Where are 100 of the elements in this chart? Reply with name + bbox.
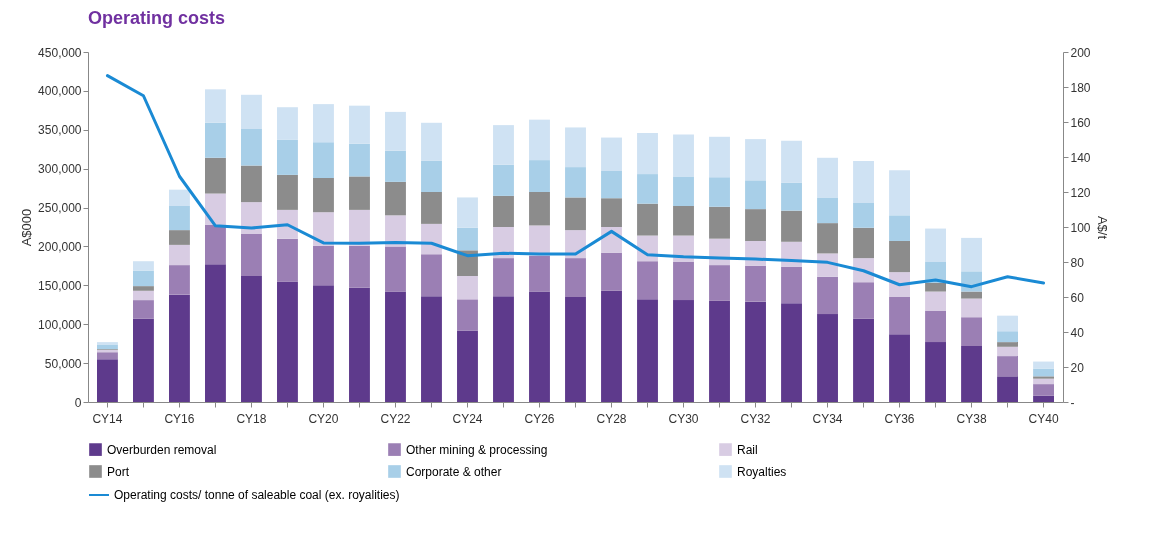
bar bbox=[565, 258, 586, 297]
bar bbox=[385, 150, 406, 182]
bar bbox=[529, 225, 550, 256]
bar bbox=[205, 122, 226, 158]
bar bbox=[889, 170, 910, 216]
bar bbox=[97, 359, 118, 402]
bar bbox=[709, 300, 730, 402]
bar bbox=[133, 270, 154, 287]
bar bbox=[745, 139, 766, 181]
bar bbox=[637, 174, 658, 204]
bar bbox=[853, 202, 874, 228]
bar bbox=[493, 125, 514, 165]
bar bbox=[853, 318, 874, 402]
bar bbox=[457, 330, 478, 402]
bar bbox=[709, 177, 730, 207]
bar bbox=[349, 105, 370, 144]
bar bbox=[853, 282, 874, 319]
bar bbox=[673, 262, 694, 301]
bar bbox=[169, 206, 190, 231]
x-tick-label: CY18 bbox=[236, 411, 267, 426]
bar bbox=[1033, 395, 1054, 402]
bar bbox=[1033, 378, 1054, 385]
x-tick-label: CY20 bbox=[308, 411, 339, 426]
bar bbox=[601, 137, 622, 171]
bar bbox=[781, 182, 802, 211]
bar bbox=[205, 157, 226, 194]
bar bbox=[817, 314, 838, 402]
bar bbox=[997, 346, 1018, 357]
bar bbox=[961, 298, 982, 318]
y-axis-title: A$000 bbox=[19, 208, 35, 247]
bar bbox=[493, 227, 514, 259]
bar bbox=[565, 127, 586, 168]
bar bbox=[889, 334, 910, 402]
bar bbox=[421, 122, 442, 161]
bar bbox=[457, 197, 478, 228]
y-tick-label: 200,000 bbox=[38, 239, 82, 254]
bar bbox=[709, 136, 730, 178]
bar bbox=[565, 297, 586, 402]
bar bbox=[205, 89, 226, 123]
bar bbox=[457, 299, 478, 331]
x-tick-label: CY30 bbox=[668, 411, 699, 426]
bar bbox=[493, 296, 514, 402]
bar bbox=[313, 142, 334, 178]
bar bbox=[709, 206, 730, 239]
x-tick-label: CY22 bbox=[380, 411, 411, 426]
legend-label: Rail bbox=[737, 442, 758, 457]
bar bbox=[421, 192, 442, 224]
y2-tick-label: 40 bbox=[1070, 325, 1085, 340]
y2-tick-label: 180 bbox=[1070, 80, 1091, 95]
bar bbox=[241, 165, 262, 203]
bar bbox=[961, 346, 982, 402]
bar bbox=[673, 134, 694, 177]
bar bbox=[925, 342, 946, 402]
bar bbox=[277, 139, 298, 175]
line-series bbox=[105, 74, 1046, 289]
y-tick-label: 300,000 bbox=[38, 162, 82, 177]
bar bbox=[133, 290, 154, 301]
bar bbox=[853, 160, 874, 203]
legend-label: Port bbox=[107, 464, 130, 479]
bar bbox=[637, 132, 658, 175]
x-tick-label: CY38 bbox=[956, 411, 987, 426]
y2-tick-label: 200 bbox=[1070, 45, 1091, 60]
bar bbox=[169, 189, 190, 206]
bar bbox=[997, 376, 1018, 402]
y2-tick-label: - bbox=[1070, 395, 1075, 410]
bar bbox=[961, 237, 982, 272]
bar bbox=[385, 246, 406, 292]
y-tick-label: 0 bbox=[74, 395, 82, 410]
bar bbox=[1033, 361, 1054, 369]
bar bbox=[745, 209, 766, 241]
bar bbox=[565, 167, 586, 198]
bar bbox=[925, 283, 946, 292]
y-tick-label: 350,000 bbox=[38, 123, 82, 138]
bar bbox=[349, 176, 370, 210]
bar bbox=[313, 178, 334, 213]
bar bbox=[637, 299, 658, 402]
x-tick-label: CY26 bbox=[524, 411, 555, 426]
bar bbox=[349, 245, 370, 288]
bar bbox=[781, 210, 802, 242]
bar bbox=[925, 228, 946, 262]
y2-tick-label: 120 bbox=[1070, 185, 1091, 200]
bar bbox=[169, 230, 190, 245]
bar bbox=[313, 212, 334, 246]
bar bbox=[349, 209, 370, 246]
bar bbox=[601, 198, 622, 227]
bar bbox=[673, 206, 694, 236]
bar bbox=[133, 286, 154, 291]
bar bbox=[385, 215, 406, 247]
bar bbox=[313, 245, 334, 286]
bar bbox=[493, 195, 514, 227]
bar bbox=[385, 111, 406, 151]
bar bbox=[241, 202, 262, 234]
bar bbox=[925, 311, 946, 343]
y-tick-label: 250,000 bbox=[38, 201, 82, 216]
bar bbox=[277, 281, 298, 402]
bar bbox=[457, 227, 478, 251]
bar bbox=[133, 318, 154, 402]
bar bbox=[529, 192, 550, 226]
bar bbox=[709, 265, 730, 301]
bar bbox=[349, 287, 370, 402]
